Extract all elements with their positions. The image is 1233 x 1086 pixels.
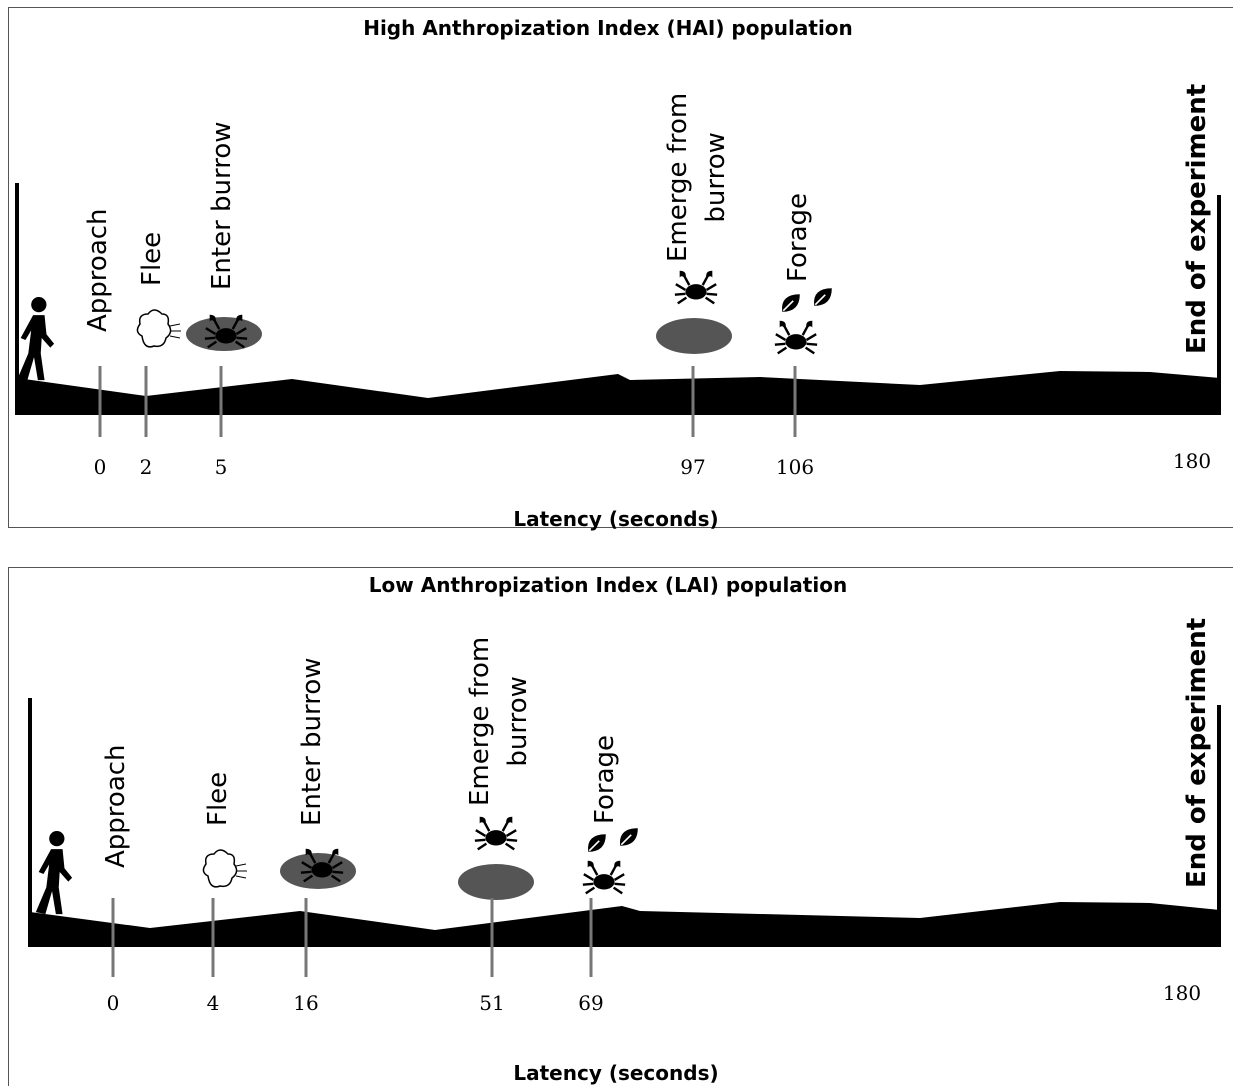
right-bar: [1217, 705, 1221, 947]
crab-icon: [773, 319, 819, 355]
event-label: Approach: [101, 744, 131, 868]
axis-label: Latency (seconds): [513, 507, 718, 531]
left-bar: [28, 698, 32, 947]
panel-title: Low Anthropization Index (LAI) populatio…: [369, 573, 847, 597]
panel-title: High Anthropization Index (HAI) populati…: [363, 16, 853, 40]
ground: [17, 371, 1220, 415]
crab-icon: [673, 269, 719, 305]
end-latency: 180: [1173, 449, 1211, 473]
event-label: Forage: [783, 193, 813, 282]
event-latency: 2: [140, 455, 153, 479]
event-label: Enter burrow: [207, 121, 237, 290]
crab-icon: [581, 859, 627, 895]
burrow: [458, 864, 534, 900]
panel-frame: [8, 7, 1233, 528]
event-latency: 69: [578, 991, 603, 1015]
event-latency: 97: [680, 455, 705, 479]
event-latency: 0: [107, 991, 120, 1015]
end-latency: 180: [1163, 981, 1201, 1005]
leaf-icon: [781, 293, 801, 313]
leaf-icon: [587, 833, 607, 853]
flee-icon: [202, 849, 248, 888]
right-bar: [1217, 195, 1221, 415]
event-latency: 106: [776, 455, 814, 479]
flee-icon: [136, 309, 182, 348]
end-label: End of experiment: [1182, 84, 1212, 354]
left-bar: [15, 183, 19, 415]
ground: [30, 902, 1220, 947]
crab-icon: [473, 815, 519, 851]
person-icon: [17, 296, 55, 381]
event-latency: 16: [293, 991, 318, 1015]
event-label: Forage: [590, 735, 620, 824]
panel-frame: [8, 567, 1233, 1086]
person-icon: [35, 830, 73, 915]
event-label: Approach: [83, 208, 113, 332]
event-latency: 5: [215, 455, 228, 479]
end-label: End of experiment: [1182, 618, 1212, 888]
event-latency: 0: [94, 455, 107, 479]
axis-label: Latency (seconds): [513, 1061, 718, 1085]
event-label: burrow: [701, 132, 731, 223]
event-label: Flee: [137, 232, 167, 286]
event-latency: 51: [479, 991, 504, 1015]
leaf-icon: [813, 287, 833, 307]
event-label: Emerge from: [663, 93, 693, 262]
event-label: burrow: [503, 676, 533, 767]
event-label: Flee: [203, 772, 233, 826]
event-label: Enter burrow: [297, 657, 327, 826]
leaf-icon: [619, 827, 639, 847]
burrow: [656, 318, 732, 354]
event-latency: 4: [207, 991, 220, 1015]
event-label: Emerge from: [465, 637, 495, 806]
